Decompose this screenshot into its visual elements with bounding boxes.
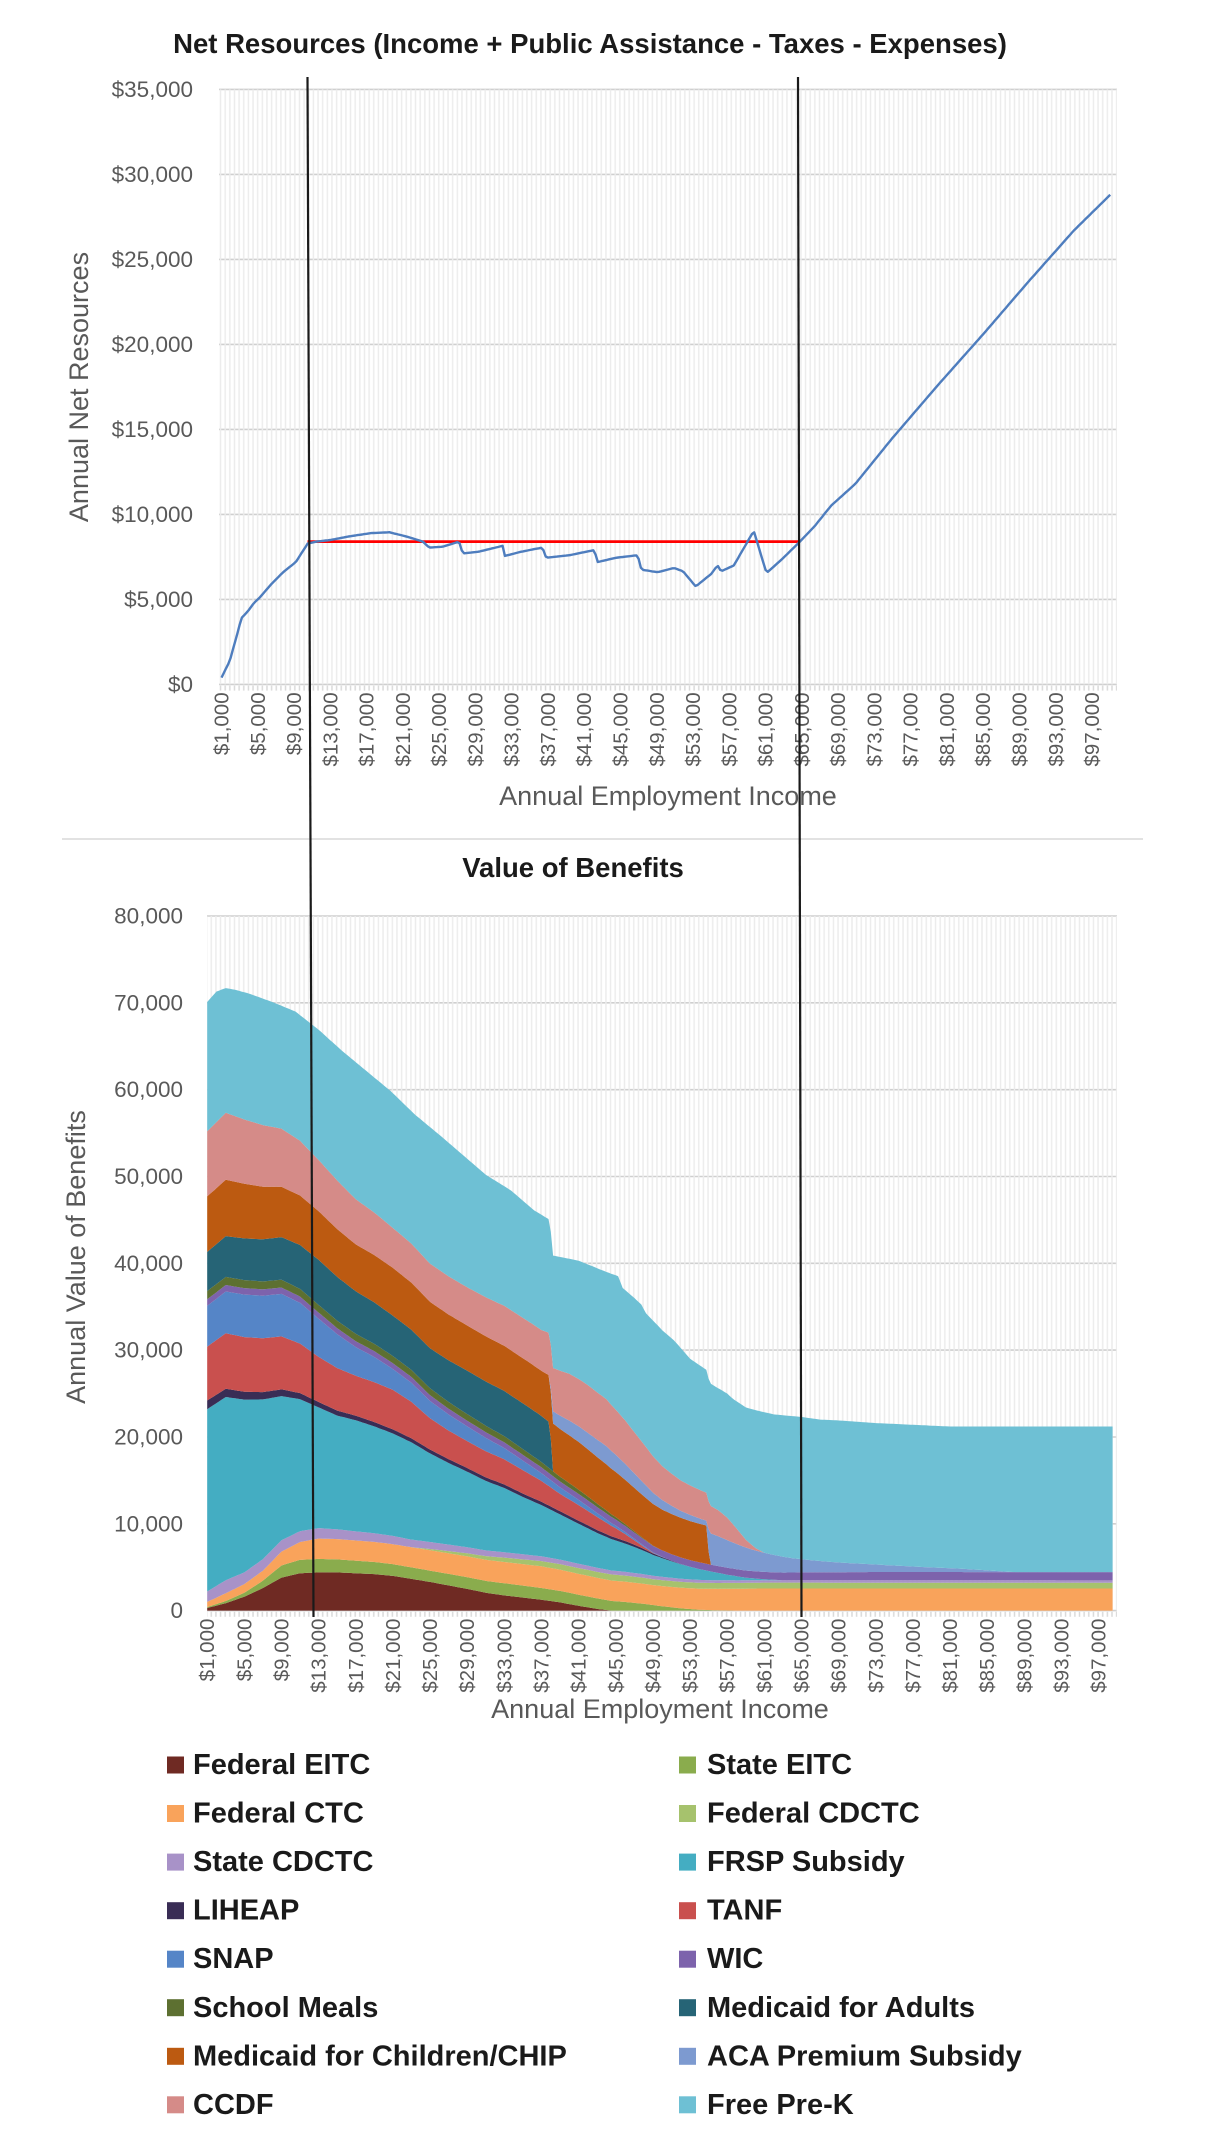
svg-text:$85,000: $85,000 xyxy=(972,692,995,766)
svg-text:80,000: 80,000 xyxy=(114,904,183,929)
svg-text:$97,000: $97,000 xyxy=(1088,1619,1111,1693)
svg-text:$30,000: $30,000 xyxy=(112,162,193,187)
svg-text:70,000: 70,000 xyxy=(114,990,183,1015)
svg-text:$10,000: $10,000 xyxy=(112,502,193,527)
svg-text:$97,000: $97,000 xyxy=(1081,692,1104,766)
svg-text:$77,000: $77,000 xyxy=(902,1619,925,1693)
svg-text:$33,000: $33,000 xyxy=(501,692,524,766)
svg-text:$13,000: $13,000 xyxy=(308,1619,331,1693)
svg-text:$25,000: $25,000 xyxy=(112,247,193,272)
svg-text:$9,000: $9,000 xyxy=(271,1619,294,1682)
svg-text:$5,000: $5,000 xyxy=(247,692,270,755)
svg-text:$57,000: $57,000 xyxy=(716,1619,739,1693)
svg-text:Medicaid for Children/CHIP: Medicaid for Children/CHIP xyxy=(193,2040,567,2072)
svg-text:$57,000: $57,000 xyxy=(718,692,741,766)
svg-text:$33,000: $33,000 xyxy=(493,1619,516,1693)
svg-text:School Meals: School Meals xyxy=(193,1992,378,2024)
svg-text:$49,000: $49,000 xyxy=(646,692,669,766)
svg-text:$61,000: $61,000 xyxy=(755,692,778,766)
svg-text:$93,000: $93,000 xyxy=(1051,1619,1074,1693)
svg-text:$13,000: $13,000 xyxy=(319,692,342,766)
svg-text:Value of Benefits: Value of Benefits xyxy=(462,852,684,883)
svg-text:$49,000: $49,000 xyxy=(642,1619,665,1693)
svg-text:$69,000: $69,000 xyxy=(828,1619,851,1693)
svg-text:State EITC: State EITC xyxy=(707,1749,852,1781)
svg-text:$69,000: $69,000 xyxy=(827,692,850,766)
svg-text:$21,000: $21,000 xyxy=(392,692,415,766)
svg-text:$65,000: $65,000 xyxy=(791,692,814,766)
svg-text:$45,000: $45,000 xyxy=(610,692,633,766)
svg-text:$17,000: $17,000 xyxy=(356,692,379,766)
svg-text:30,000: 30,000 xyxy=(114,1338,183,1363)
svg-text:WIC: WIC xyxy=(707,1943,763,1975)
svg-text:$29,000: $29,000 xyxy=(464,692,487,766)
svg-text:$93,000: $93,000 xyxy=(1045,692,1068,766)
svg-text:$45,000: $45,000 xyxy=(605,1619,628,1693)
svg-text:Federal CDCTC: Federal CDCTC xyxy=(707,1798,920,1830)
svg-text:$5,000: $5,000 xyxy=(233,1619,256,1682)
svg-text:$73,000: $73,000 xyxy=(863,692,886,766)
svg-text:$1,000: $1,000 xyxy=(196,1619,219,1682)
svg-text:$61,000: $61,000 xyxy=(753,1619,776,1693)
svg-text:$29,000: $29,000 xyxy=(456,1619,479,1693)
svg-text:State CDCTC: State CDCTC xyxy=(193,1846,374,1878)
svg-text:20,000: 20,000 xyxy=(114,1425,183,1450)
svg-text:$21,000: $21,000 xyxy=(382,1619,405,1693)
svg-text:$37,000: $37,000 xyxy=(537,692,560,766)
svg-text:$89,000: $89,000 xyxy=(1009,692,1032,766)
svg-text:Net Resources (Income + Public: Net Resources (Income + Public Assistanc… xyxy=(173,28,1007,59)
svg-text:$17,000: $17,000 xyxy=(345,1619,368,1693)
svg-text:LIHEAP: LIHEAP xyxy=(193,1895,299,1927)
svg-text:$53,000: $53,000 xyxy=(682,692,705,766)
svg-text:Federal CTC: Federal CTC xyxy=(193,1798,364,1830)
svg-text:$73,000: $73,000 xyxy=(865,1619,888,1693)
svg-text:$25,000: $25,000 xyxy=(428,692,451,766)
svg-text:$25,000: $25,000 xyxy=(419,1619,442,1693)
svg-text:SNAP: SNAP xyxy=(193,1943,274,1975)
svg-text:CCDF: CCDF xyxy=(193,2089,274,2121)
svg-text:$41,000: $41,000 xyxy=(568,1619,591,1693)
svg-text:0: 0 xyxy=(170,1598,183,1623)
svg-text:$0: $0 xyxy=(168,672,193,697)
svg-text:$20,000: $20,000 xyxy=(112,332,193,357)
svg-text:TANF: TANF xyxy=(707,1895,782,1927)
svg-text:$37,000: $37,000 xyxy=(531,1619,554,1693)
svg-text:$15,000: $15,000 xyxy=(112,417,193,442)
svg-text:$9,000: $9,000 xyxy=(283,692,306,755)
svg-text:$81,000: $81,000 xyxy=(939,1619,962,1693)
svg-text:$5,000: $5,000 xyxy=(124,587,193,612)
svg-text:Annual Employment Income: Annual Employment Income xyxy=(499,781,837,811)
svg-text:Free Pre-K: Free Pre-K xyxy=(707,2089,854,2121)
svg-text:$77,000: $77,000 xyxy=(900,692,923,766)
svg-text:Federal EITC: Federal EITC xyxy=(193,1749,370,1781)
svg-text:40,000: 40,000 xyxy=(114,1251,183,1276)
svg-text:ACA Premium Subsidy: ACA Premium Subsidy xyxy=(707,2040,1022,2072)
svg-text:$1,000: $1,000 xyxy=(211,692,234,755)
svg-text:$41,000: $41,000 xyxy=(573,692,596,766)
svg-text:$85,000: $85,000 xyxy=(976,1619,999,1693)
svg-text:Medicaid for Adults: Medicaid for Adults xyxy=(707,1992,975,2024)
svg-text:$81,000: $81,000 xyxy=(936,692,959,766)
svg-text:$89,000: $89,000 xyxy=(1013,1619,1036,1693)
svg-text:10,000: 10,000 xyxy=(114,1511,183,1536)
svg-text:Annual Net Resources: Annual Net Resources xyxy=(64,252,94,522)
svg-text:FRSP Subsidy: FRSP Subsidy xyxy=(707,1846,905,1878)
svg-text:$35,000: $35,000 xyxy=(112,77,193,102)
svg-text:50,000: 50,000 xyxy=(114,1164,183,1189)
svg-text:Annual Value of Benefits: Annual Value of Benefits xyxy=(61,1110,91,1404)
svg-text:Annual Employment Income: Annual Employment Income xyxy=(491,1694,829,1724)
svg-text:60,000: 60,000 xyxy=(114,1077,183,1102)
svg-text:$65,000: $65,000 xyxy=(791,1619,814,1693)
svg-text:$53,000: $53,000 xyxy=(679,1619,702,1693)
